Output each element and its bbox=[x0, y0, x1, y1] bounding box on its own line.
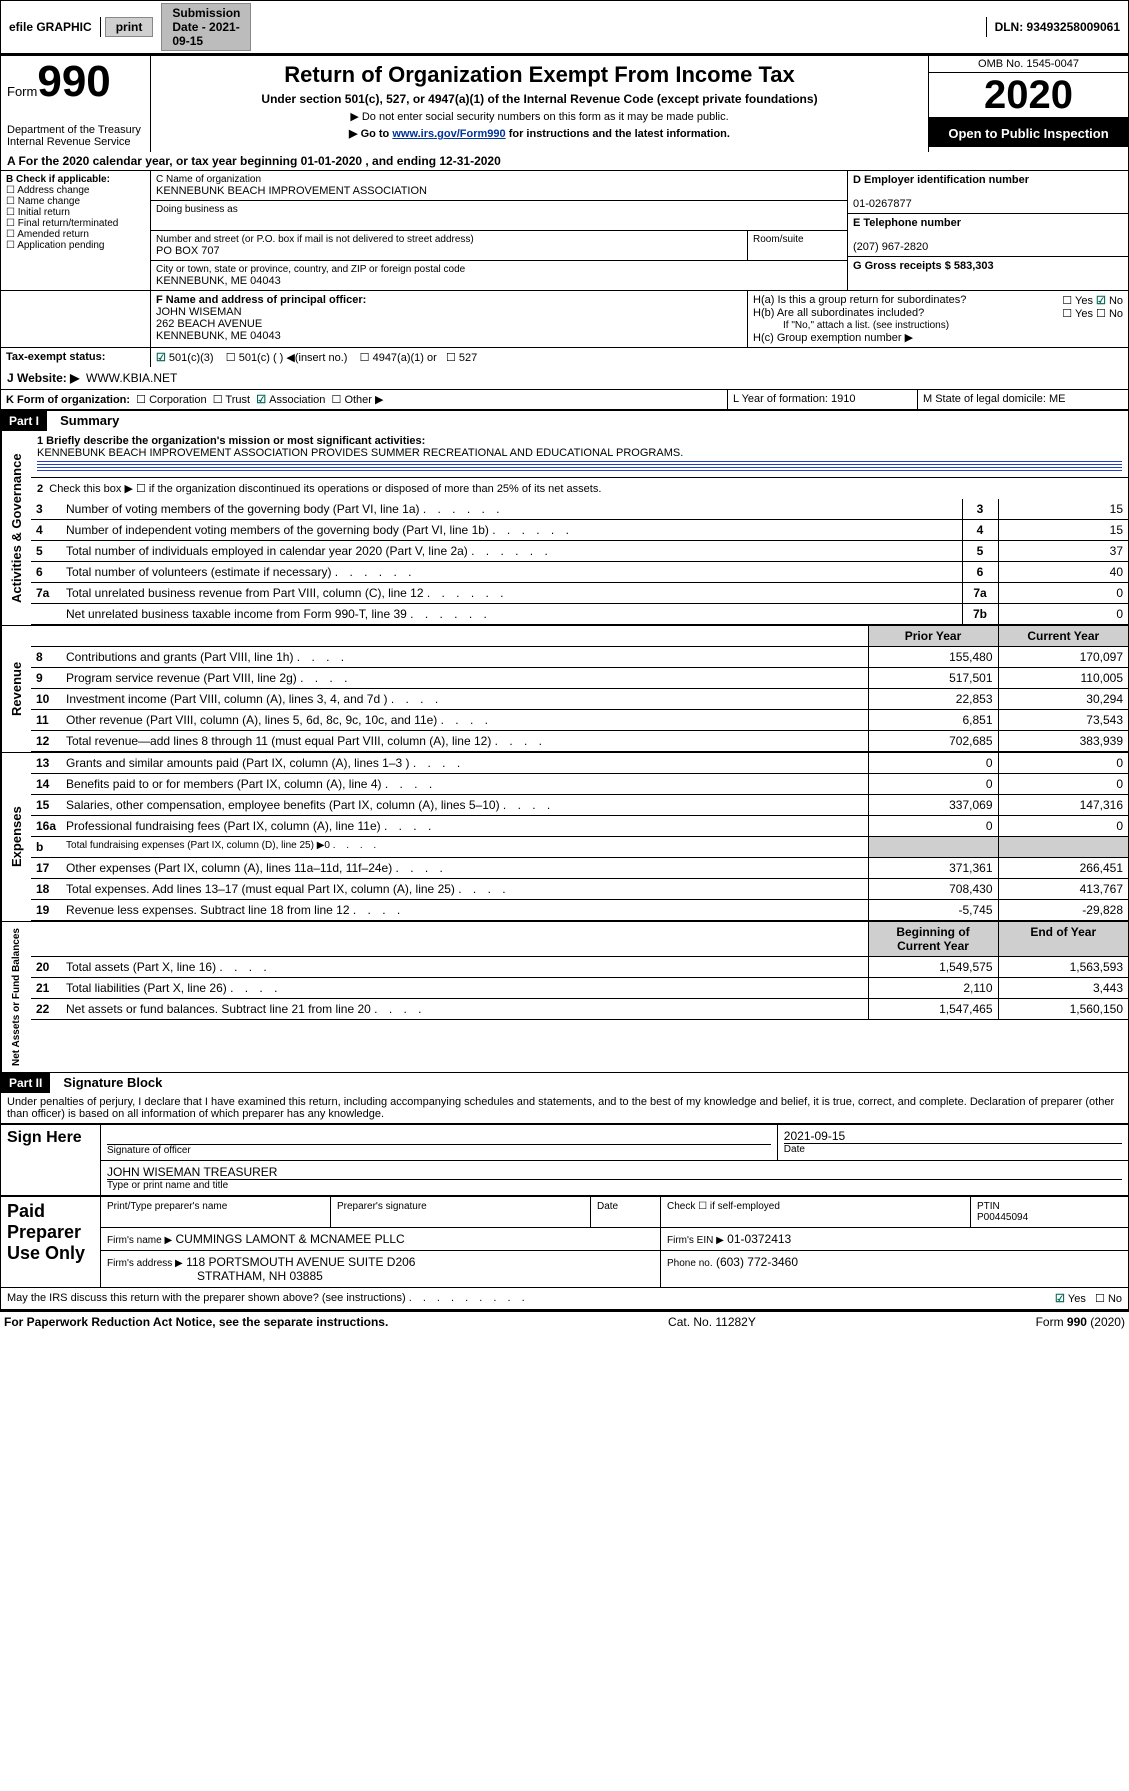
vlabel-netassets: Net Assets or Fund Balances bbox=[1, 922, 31, 1072]
dln: DLN: 93493258009061 bbox=[986, 17, 1128, 37]
vlabel-expenses: Expenses bbox=[1, 753, 31, 921]
tax-status-opts: 501(c)(3) 501(c) ( ) ◀(insert no.) 4947(… bbox=[151, 348, 1128, 367]
part2-title: Signature Block bbox=[53, 1075, 162, 1090]
box-deg: D Employer identification number 01-0267… bbox=[848, 171, 1128, 290]
lines-revenue: Prior YearCurrent Year8Contributions and… bbox=[31, 626, 1128, 752]
year-block: OMB No. 1545-0047 2020 Open to Public In… bbox=[928, 56, 1128, 152]
box-f: F Name and address of principal officer:… bbox=[151, 291, 748, 347]
print-button[interactable]: print bbox=[105, 17, 154, 37]
part1-title: Summary bbox=[50, 413, 119, 428]
box-j: J Website: ▶ WWW.KBIA.NET bbox=[0, 367, 1129, 390]
box-h: H(a) Is this a group return for subordin… bbox=[748, 291, 1128, 347]
irs-link[interactable]: www.irs.gov/Form990 bbox=[392, 128, 505, 140]
form-title: Return of Organization Exempt From Incom… bbox=[157, 62, 922, 88]
vlabel-activities: Activities & Governance bbox=[1, 431, 31, 625]
sign-here-block: Sign Here Signature of officer 2021-09-1… bbox=[0, 1124, 1129, 1196]
box-k: K Form of organization: Corporation Trus… bbox=[1, 390, 728, 409]
period-line: A For the 2020 calendar year, or tax yea… bbox=[0, 152, 1129, 171]
perjury-text: Under penalties of perjury, I declare th… bbox=[0, 1093, 1129, 1124]
form-id-block: Form990 Department of the Treasury Inter… bbox=[1, 56, 151, 152]
line1-val: KENNEBUNK BEACH IMPROVEMENT ASSOCIATION … bbox=[37, 447, 683, 459]
efile-label: efile GRAPHIC bbox=[1, 17, 101, 37]
part1-hdr: Part I bbox=[1, 411, 47, 431]
box-c: C Name of organization KENNEBUNK BEACH I… bbox=[151, 171, 848, 290]
submission-date: Submission Date - 2021-09-15 bbox=[161, 3, 251, 51]
header-title-block: Return of Organization Exempt From Incom… bbox=[151, 56, 928, 152]
part2-hdr: Part II bbox=[1, 1073, 50, 1093]
line2: Check this box ▶ ☐ if the organization d… bbox=[49, 483, 601, 495]
page-footer: For Paperwork Reduction Act Notice, see … bbox=[0, 1310, 1129, 1332]
box-l: L Year of formation: 1910 bbox=[728, 390, 918, 409]
box-m: M State of legal domicile: ME bbox=[918, 390, 1128, 409]
paid-preparer-block: Paid Preparer Use Only Print/Type prepar… bbox=[0, 1196, 1129, 1288]
box-b: B Check if applicable: Address change Na… bbox=[1, 171, 151, 290]
vlabel-revenue: Revenue bbox=[1, 626, 31, 752]
line1-label: 1 Briefly describe the organization's mi… bbox=[37, 435, 425, 447]
lines-3-7: 3Number of voting members of the governi… bbox=[31, 499, 1128, 625]
lines-netassets: Beginning of Current YearEnd of Year20To… bbox=[31, 922, 1128, 1020]
top-bar: efile GRAPHIC print Submission Date - 20… bbox=[0, 0, 1129, 54]
tax-status-label: Tax-exempt status: bbox=[1, 348, 151, 367]
discuss-line: May the IRS discuss this return with the… bbox=[0, 1288, 1129, 1310]
lines-expenses: 13Grants and similar amounts paid (Part … bbox=[31, 753, 1128, 921]
dept-label: Department of the Treasury Internal Reve… bbox=[7, 124, 144, 148]
